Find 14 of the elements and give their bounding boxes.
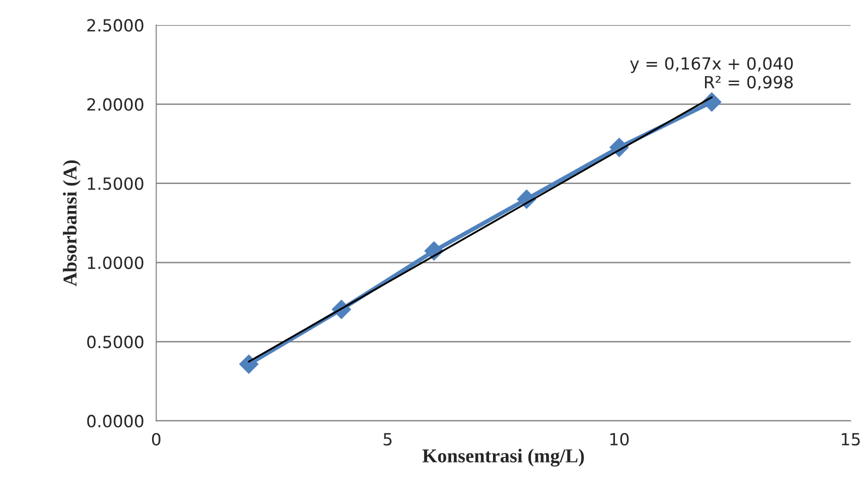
y-tick-label: 2.0000 (87, 98, 144, 111)
y-axis-title: Absorbansi (A) (62, 160, 81, 286)
y-tick-label: 2.5000 (87, 19, 144, 32)
y-tick-label: 0.0000 (87, 414, 144, 428)
y-tick-label: 1.5000 (88, 177, 144, 190)
point (239, 354, 258, 374)
x-tick-label: 15 (842, 433, 860, 446)
x-tick-label: 0 (152, 432, 160, 446)
y-tick-label: 1.0000 (88, 256, 144, 270)
annotation: y = 0,167x + 0,040 R² = 0,998 (630, 57, 793, 90)
x-axis-title: Konsentrasi (mg/L) (422, 448, 584, 467)
x-tick-label: 5 (384, 433, 392, 446)
x-tick-label: 10 (610, 432, 629, 446)
y-tick-label: 0.5000 (87, 336, 144, 348)
